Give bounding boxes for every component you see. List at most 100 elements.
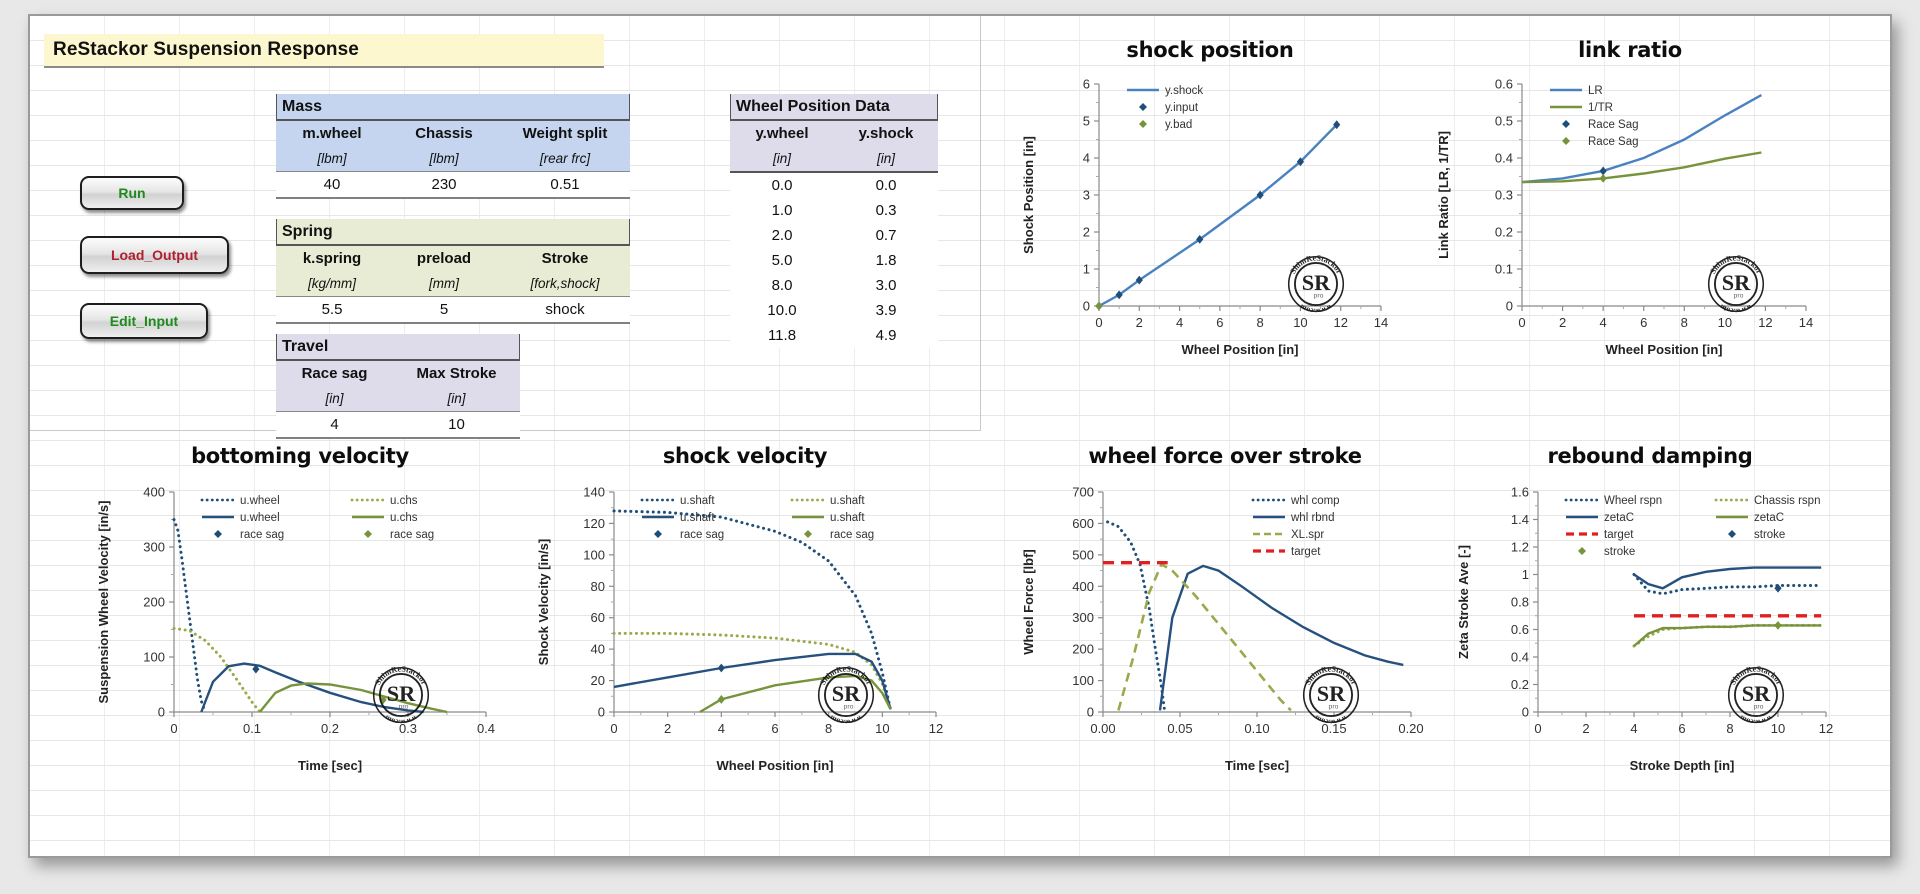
svg-text:20: 20 <box>591 673 605 688</box>
shimrestackor-logo: ShimReStackor www.com SR pro <box>1727 664 1785 726</box>
svg-text:LR: LR <box>1588 85 1603 97</box>
svg-text:0: 0 <box>1087 705 1094 720</box>
svg-text:40: 40 <box>591 642 605 657</box>
wpd-cell-0-1[interactable]: 0.0 <box>834 172 938 198</box>
watermark-logo: ShimReStackor www.com SR pro <box>1705 253 1767 315</box>
mass-table-title: Mass <box>276 94 630 121</box>
svg-text:1: 1 <box>1522 567 1529 582</box>
spring-unit-1: [mm] <box>388 271 500 297</box>
wpd-cell-5-0[interactable]: 10.0 <box>730 298 834 323</box>
wpd-unit-1: [in] <box>834 146 938 173</box>
svg-text:u.wheel: u.wheel <box>240 512 280 524</box>
svg-text:4: 4 <box>1600 315 1607 330</box>
chart-title-wheel-force-over-stroke: wheel force over stroke <box>1088 444 1362 468</box>
mass-value-2[interactable]: 0.51 <box>500 171 630 199</box>
wpd-cell-6-1[interactable]: 4.9 <box>834 323 938 348</box>
svg-text:100: 100 <box>1072 673 1094 688</box>
svg-text:6: 6 <box>1640 315 1647 330</box>
table-row: 5.0 1.8 <box>730 248 938 273</box>
svg-text:zetaC: zetaC <box>1754 512 1784 524</box>
svg-text:6: 6 <box>771 721 778 736</box>
wpd-cell-6-0[interactable]: 11.8 <box>730 323 834 348</box>
svg-text:200: 200 <box>143 595 165 610</box>
travel-value-1[interactable]: 10 <box>393 411 520 439</box>
svg-text:Race Sag: Race Sag <box>1588 119 1639 131</box>
svg-text:pro: pro <box>844 704 854 711</box>
wpd-cell-4-1[interactable]: 3.0 <box>834 273 938 298</box>
page-title: ReStackor Suspension Response <box>44 34 604 68</box>
svg-text:Time [sec]: Time [sec] <box>1225 758 1289 773</box>
shimrestackor-logo: ShimReStackor www.com SR pro <box>1287 253 1345 315</box>
watermark-logo: ShimReStackor www.com SR pro <box>1300 664 1362 726</box>
svg-text:www.com: www.com <box>827 713 864 726</box>
load-output-button[interactable]: Load_Output <box>80 236 229 274</box>
svg-text:12: 12 <box>1758 315 1772 330</box>
svg-text:6: 6 <box>1216 315 1223 330</box>
wpd-cell-3-0[interactable]: 5.0 <box>730 248 834 273</box>
wpd-cell-0-0[interactable]: 0.0 <box>730 172 834 198</box>
svg-text:0.1: 0.1 <box>1495 262 1513 277</box>
travel-value-0[interactable]: 4 <box>276 411 393 439</box>
chart-shock-position: shock position 0 1 2 3 4 5 6 0 2 4 6 8 10 12 14 Wheel Po… <box>1015 38 1405 368</box>
wpd-cell-1-0[interactable]: 1.0 <box>730 198 834 223</box>
wpd-cell-2-1[interactable]: 0.7 <box>834 223 938 248</box>
svg-text:140: 140 <box>583 485 605 500</box>
spring-value-2[interactable]: shock <box>500 296 630 324</box>
svg-text:0.4: 0.4 <box>1495 151 1513 166</box>
wpd-unit-0: [in] <box>730 146 834 173</box>
wpd-cell-4-0[interactable]: 8.0 <box>730 273 834 298</box>
run-button[interactable]: Run <box>80 176 184 210</box>
wpd-cell-3-1[interactable]: 1.8 <box>834 248 938 273</box>
svg-text:u.chs: u.chs <box>390 512 418 524</box>
svg-text:4: 4 <box>718 721 725 736</box>
svg-text:stroke: stroke <box>1754 529 1785 541</box>
travel-table-title: Travel <box>276 334 520 361</box>
mass-header-2: Weight split <box>500 120 630 146</box>
spring-header-1: preload <box>388 245 500 271</box>
wpd-cell-2-0[interactable]: 2.0 <box>730 223 834 248</box>
svg-text:0.10: 0.10 <box>1244 721 1269 736</box>
svg-text:10: 10 <box>1718 315 1732 330</box>
svg-text:0: 0 <box>1518 315 1525 330</box>
chart-title-bottoming-velocity: bottoming velocity <box>191 444 409 468</box>
wpd-cell-1-1[interactable]: 0.3 <box>834 198 938 223</box>
spring-value-1[interactable]: 5 <box>388 296 500 324</box>
svg-text:4: 4 <box>1630 721 1637 736</box>
svg-text:0: 0 <box>158 705 165 720</box>
table-row: 11.8 4.9 <box>730 323 938 348</box>
edit-input-button[interactable]: Edit_Input <box>80 303 208 339</box>
svg-text:pro: pro <box>399 704 409 711</box>
svg-text:u.shaft: u.shaft <box>680 512 715 524</box>
svg-text:1.4: 1.4 <box>1511 512 1529 527</box>
svg-text:600: 600 <box>1072 516 1094 531</box>
svg-text:6: 6 <box>1083 77 1090 92</box>
svg-text:0.2: 0.2 <box>1511 677 1529 692</box>
svg-text:0.05: 0.05 <box>1167 721 1192 736</box>
svg-text:y.shock: y.shock <box>1165 85 1203 97</box>
watermark-logo: ShimReStackor www.com SR pro <box>370 664 432 726</box>
svg-text:SR: SR <box>1742 681 1771 706</box>
shimrestackor-logo: ShimReStackor www.com SR pro <box>817 664 875 726</box>
mass-value-1[interactable]: 230 <box>388 171 500 199</box>
chart-title-rebound-damping: rebound damping <box>1547 444 1753 468</box>
svg-text:0.15: 0.15 <box>1321 721 1346 736</box>
svg-text:8: 8 <box>825 721 832 736</box>
mass-value-0[interactable]: 40 <box>276 171 388 199</box>
svg-text:0.2: 0.2 <box>1495 225 1513 240</box>
svg-text:Suspension Wheel Velocity [in/: Suspension Wheel Velocity [in/s] <box>96 501 111 704</box>
chart-title-shock-position: shock position <box>1126 38 1294 62</box>
svg-text:3: 3 <box>1083 188 1090 203</box>
svg-text:y.input: y.input <box>1165 102 1199 114</box>
spring-value-0[interactable]: 5.5 <box>276 296 388 324</box>
svg-text:8: 8 <box>1726 721 1733 736</box>
svg-text:0.4: 0.4 <box>1511 650 1529 665</box>
svg-text:pro: pro <box>1329 704 1339 711</box>
chart-title-link-ratio: link ratio <box>1578 38 1682 62</box>
svg-text:SR: SR <box>1302 270 1331 295</box>
svg-text:0: 0 <box>610 721 617 736</box>
svg-text:Zeta Stroke Ave [-]: Zeta Stroke Ave [-] <box>1456 545 1471 659</box>
svg-text:Stroke Depth [in]: Stroke Depth [in] <box>1630 758 1735 773</box>
svg-text:100: 100 <box>583 547 605 562</box>
wpd-cell-5-1[interactable]: 3.9 <box>834 298 938 323</box>
